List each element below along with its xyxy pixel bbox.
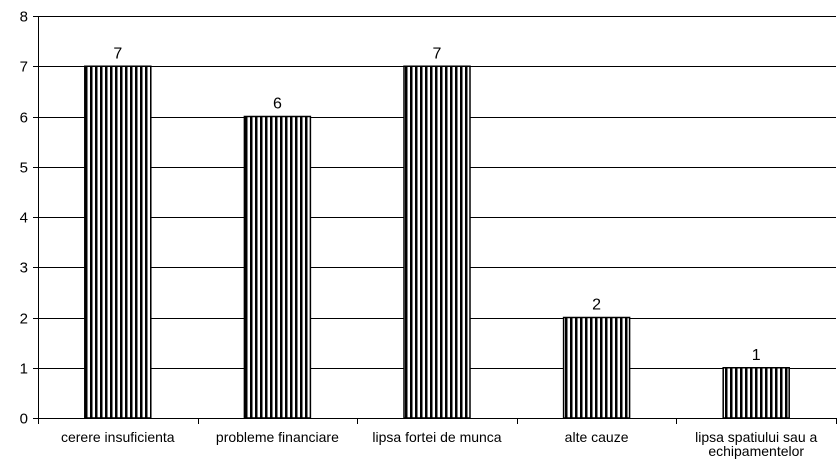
y-tick-label-8: 8 <box>20 9 28 26</box>
bar-3 <box>562 316 631 419</box>
bar-2 <box>403 65 471 419</box>
y-tick-label-3: 3 <box>20 260 28 277</box>
category-label-4-line-0: lipsa spatiului sau a <box>695 429 817 445</box>
data-label-3: 2 <box>592 297 601 314</box>
y-tick-label-1: 1 <box>20 361 28 378</box>
category-label-1: probleme financiare <box>216 429 339 445</box>
data-label-0: 7 <box>113 45 122 62</box>
category-label-0: cerere insuficienta <box>61 429 175 445</box>
category-label-4-line-1: echipamentelor <box>708 443 804 459</box>
bar-0 <box>84 65 152 419</box>
category-label-3: alte cauze <box>565 429 629 445</box>
bar-4 <box>722 367 790 419</box>
y-tick-label-0: 0 <box>20 411 28 428</box>
y-tick-label-4: 4 <box>20 210 28 227</box>
bars <box>84 65 790 419</box>
data-label-4: 1 <box>752 347 761 364</box>
y-tick-label-2: 2 <box>20 311 28 328</box>
y-tick-label-7: 7 <box>20 59 28 76</box>
labels: 0 1 2 3 4 5 6 7 8 7 cerere insuficienta 6 probleme f… <box>20 9 818 460</box>
category-label-2: lipsa fortei de munca <box>372 429 501 445</box>
y-tick-label-6: 6 <box>20 110 28 127</box>
data-label-1: 6 <box>273 96 282 113</box>
y-tick-label-5: 5 <box>20 160 28 177</box>
bar-1 <box>243 115 312 419</box>
data-label-2: 7 <box>433 45 442 62</box>
